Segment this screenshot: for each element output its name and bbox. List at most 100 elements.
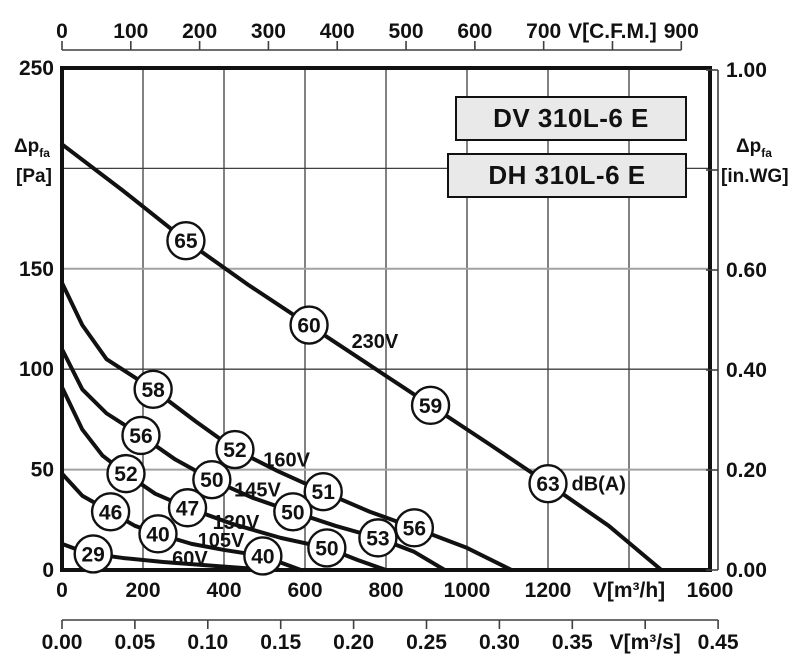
fan-curve-230V [60, 142, 664, 572]
db-marker-60V-29: 29 [73, 534, 113, 574]
db-marker-130V-47: 47 [167, 488, 208, 528]
bottom-axis-tick-label: 0 [56, 579, 68, 602]
voltage-label-130V: 130V [213, 512, 260, 534]
db-marker-value: 58 [141, 379, 165, 402]
right-axis-title-unit: [in.WG] [721, 166, 789, 187]
db-marker-circle [307, 528, 347, 568]
top-axis-tick-label: 500 [389, 20, 424, 43]
right-axis-tick-label: 0.40 [726, 359, 767, 382]
left-axis-title-unit: [Pa] [16, 166, 52, 187]
bottom-axis-tick-label: 1200 [525, 579, 572, 602]
db-marker-circle [410, 385, 451, 426]
bottom-axis-tick-label: 1000 [444, 579, 491, 602]
right-axis-tick-label: 0.60 [726, 259, 767, 282]
db-marker-circle [358, 518, 398, 558]
m3s-axis-tick-label: 0.15 [260, 631, 301, 654]
db-marker-value: 50 [315, 537, 338, 560]
db-marker-circle [138, 514, 178, 554]
db-marker-circle [166, 220, 206, 261]
db-marker-value: 60 [297, 315, 320, 338]
db-marker-circle [243, 536, 283, 576]
top-axis-tick-label: 400 [320, 20, 355, 43]
db-marker-value: 51 [312, 481, 336, 504]
db-marker-145V-56: 56 [121, 415, 161, 456]
top-axis-tick-label: 100 [113, 20, 148, 43]
left-axis-title-dp: Δp [14, 136, 40, 157]
m3s-axis-tick-label: 0.05 [114, 631, 155, 654]
db-marker-value: 56 [403, 517, 426, 540]
db-marker-145V-50: 50 [273, 492, 313, 532]
db-marker-value: 52 [114, 463, 137, 486]
model-title-box-dh: DH 310L-6 E [447, 153, 687, 198]
db-marker-circle [528, 463, 568, 504]
db-marker-value: 29 [82, 543, 105, 566]
db-marker-value: 50 [200, 469, 223, 492]
db-marker-160V-51: 51 [303, 471, 343, 512]
bottom-axis-tick-label: 800 [368, 579, 403, 602]
left-axis-title: Δpfa [14, 136, 50, 160]
bottom-axis-tick-label: 1600 [687, 579, 734, 602]
db-marker-circle [273, 492, 313, 532]
db-marker-value: 50 [281, 501, 304, 524]
db-marker-circle [303, 471, 343, 512]
db-marker-value: 56 [129, 425, 152, 448]
db-marker-circle [394, 508, 435, 548]
db-marker-230V-59: 59 [410, 385, 451, 426]
m3s-axis-tick-label: 0.45 [698, 631, 739, 654]
m3s-axis-tick-label: 0.10 [187, 631, 228, 654]
voltage-label-160V: 160V [263, 450, 310, 472]
db-marker-160V-56: 56 [394, 508, 435, 548]
m3s-axis-tick-label: 0.35 [552, 631, 593, 654]
db-marker-circle [192, 459, 232, 500]
bottom-axis-tick-label: V[m³/h] [593, 579, 665, 602]
db-marker-value: 40 [146, 523, 169, 546]
db-marker-value: 59 [419, 395, 442, 418]
right-axis-tick-label: 0.20 [726, 459, 767, 482]
db-marker-circle [289, 305, 329, 345]
db-marker-value: 63 [536, 473, 559, 496]
voltage-label-105V: 105V [198, 530, 245, 552]
db-marker-105V-40: 40 [138, 514, 178, 554]
left-axis-tick-label: 100 [19, 358, 54, 381]
top-axis-tick-label: 900 [664, 20, 699, 43]
db-marker-value: 65 [174, 230, 198, 253]
db-marker-230V-60: 60 [289, 305, 329, 345]
top-axis-tick-label: 200 [182, 20, 217, 43]
left-axis-tick-label: 250 [19, 57, 54, 80]
model-title-box-dv: DV 310L-6 E [455, 96, 687, 141]
bottom-axis-tick-label: 600 [287, 579, 322, 602]
db-marker-value: 53 [366, 527, 389, 550]
db-marker-230V-63: 63 [528, 463, 568, 504]
right-axis-tick-label: 1.00 [726, 59, 767, 82]
right-axis-title-dp: Δp [736, 136, 762, 157]
voltage-label-230V: 230V [352, 331, 399, 353]
voltage-label-145V: 145V [234, 480, 281, 502]
left-axis-tick-label: 50 [31, 459, 54, 482]
right-axis-tick-label: 0.00 [726, 559, 767, 582]
db-marker-circle [73, 534, 113, 574]
db-marker-circle [133, 369, 173, 409]
db-marker-value: 40 [251, 545, 274, 568]
top-axis-tick-label: V[C.F.M.] [568, 20, 657, 43]
voltage-label-60V: 60V [172, 548, 208, 570]
db-marker-circle [90, 492, 131, 532]
db-marker-value: 47 [176, 497, 199, 520]
db-marker-value: 52 [223, 439, 246, 462]
top-axis-tick-label: 300 [251, 20, 286, 43]
m3s-axis-tick-label: V[m³/s] [610, 631, 681, 654]
db-marker-105V-46: 46 [90, 492, 131, 532]
bottom-axis-tick-label: 200 [125, 579, 160, 602]
right-axis-title: Δpfa [736, 136, 772, 160]
db-marker-circle [167, 488, 208, 528]
db-marker-105V-40: 40 [243, 536, 283, 576]
left-axis-title-sub: fa [39, 145, 50, 160]
db-marker-value: 46 [99, 501, 122, 524]
db-marker-circle [215, 429, 255, 470]
top-axis-tick-label: 700 [526, 20, 561, 43]
dba-unit-label: dB(A) [571, 474, 625, 496]
right-axis-title-sub: fa [761, 145, 772, 160]
db-marker-145V-53: 53 [358, 518, 398, 558]
db-marker-160V-58: 58 [133, 369, 173, 409]
db-marker-160V-52: 52 [215, 429, 255, 470]
